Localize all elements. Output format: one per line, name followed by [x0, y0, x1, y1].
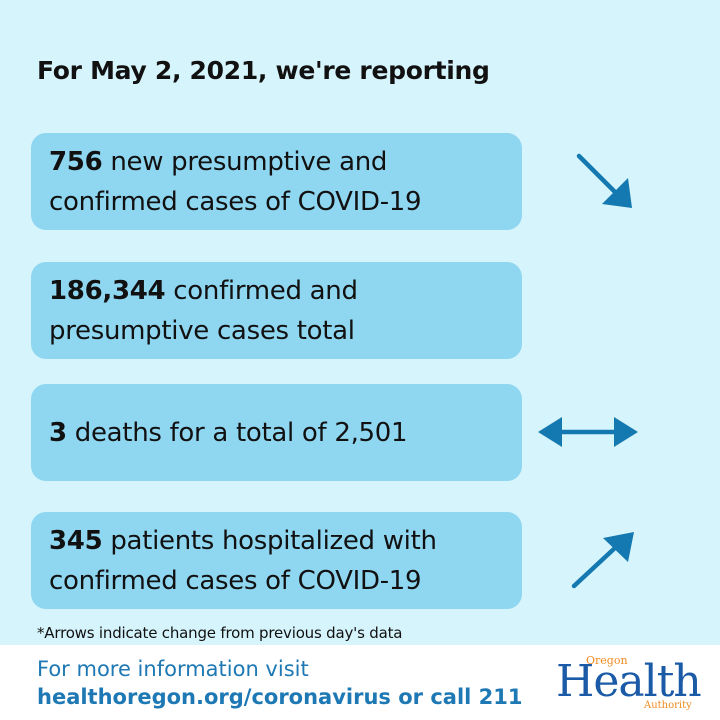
- logo-oregon-text: Oregon: [586, 654, 628, 667]
- card-line-1: 3 deaths for a total of 2,501: [49, 417, 408, 448]
- stat-card-deaths: 3 deaths for a total of 2,501: [31, 384, 522, 481]
- footer: For more information visit healthoregon.…: [0, 645, 720, 720]
- arrow-left-right-icon: [538, 417, 638, 447]
- oregon-health-authority-logo: Health Oregon Authority: [556, 652, 706, 716]
- card-line-1: 186,344 confirmed and: [49, 276, 358, 306]
- stat-card-new-cases: 756 new presumptive and confirmed cases …: [31, 133, 522, 230]
- arrow-down-right-icon: [576, 153, 632, 208]
- card-line-2: confirmed cases of COVID-19: [49, 565, 422, 596]
- stat-text: patients hospitalized with: [102, 525, 437, 556]
- stat-number: 186,344: [49, 275, 166, 306]
- footer-info-text: For more information visit: [37, 657, 309, 681]
- arrow-up-right-icon: [571, 532, 634, 589]
- logo-authority-text: Authority: [644, 700, 692, 711]
- card-line-1: 345 patients hospitalized with: [49, 526, 437, 556]
- stat-number: 3: [49, 417, 67, 448]
- stat-card-hospitalized: 345 patients hospitalized with confirmed…: [31, 512, 522, 609]
- footnote: *Arrows indicate change from previous da…: [37, 624, 403, 642]
- stat-number: 756: [49, 146, 103, 177]
- card-line-1: 756 new presumptive and: [49, 147, 387, 177]
- stat-number: 345: [49, 525, 103, 556]
- headline: For May 2, 2021, we're reporting: [37, 56, 490, 85]
- card-line-2: presumptive cases total: [49, 315, 355, 346]
- footer-link-text[interactable]: healthoregon.org/coronavirus or call 211: [37, 685, 523, 709]
- card-line-2: confirmed cases of COVID-19: [49, 186, 422, 217]
- stat-text: new presumptive and: [102, 146, 388, 177]
- stat-text: deaths for a total of 2,501: [66, 417, 408, 448]
- stat-text: confirmed and: [165, 275, 358, 306]
- stat-card-total-cases: 186,344 confirmed and presumptive cases …: [31, 262, 522, 359]
- logo-health-text: Health: [556, 656, 702, 707]
